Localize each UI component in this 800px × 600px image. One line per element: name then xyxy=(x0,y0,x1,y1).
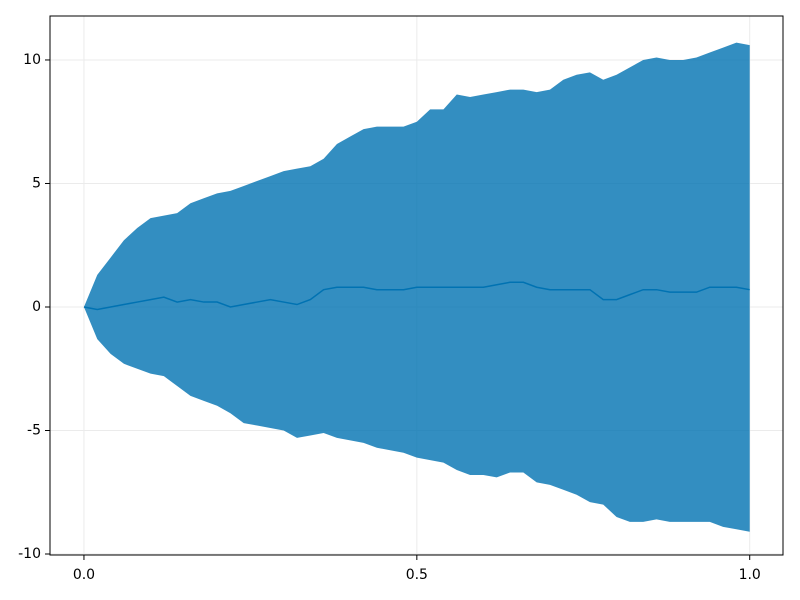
x-tick-label: 0.0 xyxy=(73,567,95,583)
y-tick-label: -10 xyxy=(18,546,41,562)
y-tick-label: 10 xyxy=(23,52,41,68)
y-tick-label: 5 xyxy=(32,175,41,191)
plot-frame xyxy=(49,15,784,556)
y-tick-label: 0 xyxy=(32,299,41,315)
x-tick-label: 1.0 xyxy=(739,567,761,583)
y-tick-label: -5 xyxy=(27,423,41,439)
center-line xyxy=(83,281,750,311)
x-tick-label: 0.5 xyxy=(406,567,428,583)
